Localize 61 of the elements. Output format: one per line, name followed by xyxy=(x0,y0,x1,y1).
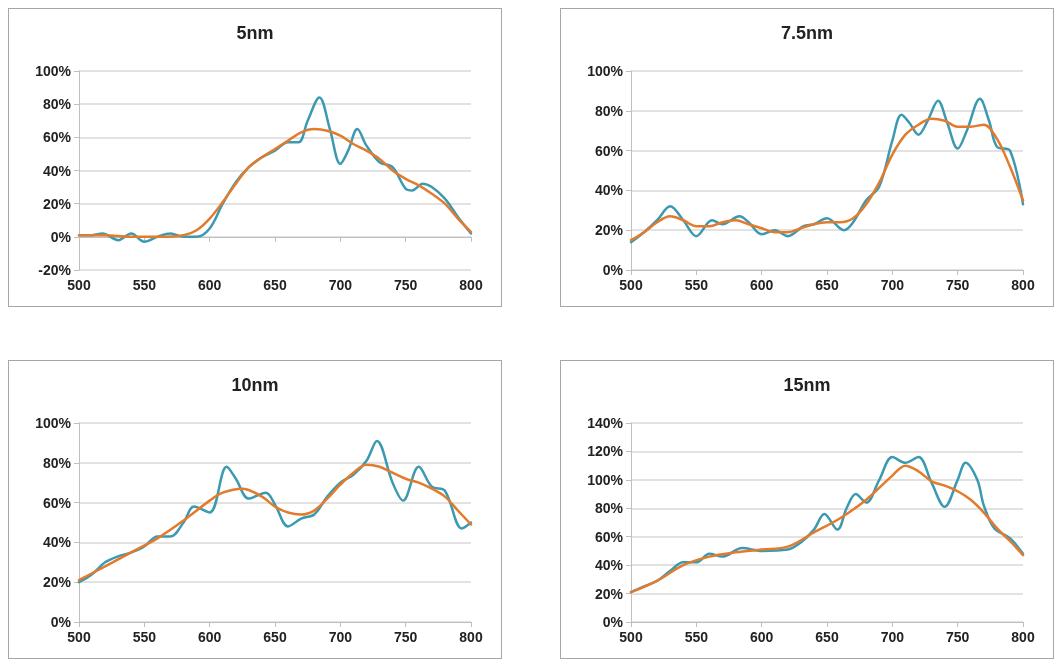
x-tick-label: 650 xyxy=(263,277,287,293)
y-tick-label: 60% xyxy=(42,494,72,511)
y-tick-label: 140% xyxy=(587,415,624,431)
y-tick-label: 100% xyxy=(35,415,72,431)
chart-title: 5nm xyxy=(236,23,274,43)
y-tick-label: 40% xyxy=(594,182,624,199)
x-tick-label: 700 xyxy=(880,629,905,645)
y-tick-label: -20% xyxy=(38,262,72,278)
x-tick-label: 650 xyxy=(815,629,839,645)
x-tick-label: 500 xyxy=(67,277,91,293)
x-tick-label: 500 xyxy=(67,629,91,645)
x-tick-label: 600 xyxy=(749,277,774,293)
y-tick-label: 0% xyxy=(602,614,624,630)
chart-title: 10nm xyxy=(231,375,279,395)
y-tick-label: 60% xyxy=(42,129,72,146)
y-tick-label: 0% xyxy=(50,614,72,630)
line-series xyxy=(77,463,473,582)
y-tick-label: 40% xyxy=(42,162,72,179)
y-tick-label: 120% xyxy=(587,443,624,460)
x-tick-label: 750 xyxy=(393,629,418,645)
x-tick-label: 550 xyxy=(132,629,157,645)
x-tick-label: 700 xyxy=(880,277,905,293)
y-tick-label: 40% xyxy=(42,534,72,551)
x-tick-label: 600 xyxy=(749,629,774,645)
x-tick-label: 550 xyxy=(684,277,709,293)
x-tick-label: 800 xyxy=(459,629,483,645)
y-tick-label: 60% xyxy=(594,528,624,545)
y-tick-label: 100% xyxy=(587,63,624,79)
y-tick-label: 20% xyxy=(42,574,72,591)
y-tick-label: 100% xyxy=(35,63,72,79)
y-tick-label: 80% xyxy=(42,96,72,113)
y-tick-label: 0% xyxy=(50,228,72,245)
x-tick-label: 750 xyxy=(393,277,418,293)
y-tick-label: 20% xyxy=(594,222,624,239)
x-tick-label: 500 xyxy=(619,629,643,645)
chart-title: 7.5nm xyxy=(780,23,834,43)
x-tick-label: 500 xyxy=(619,277,643,293)
y-tick-label: 80% xyxy=(594,500,624,517)
x-tick-label: 700 xyxy=(328,277,353,293)
y-tick-label: 40% xyxy=(594,557,624,574)
y-tick-label: 80% xyxy=(42,454,72,471)
x-tick-label: 600 xyxy=(197,277,222,293)
y-tick-label: 0% xyxy=(602,262,624,278)
x-tick-label: 550 xyxy=(684,629,709,645)
line-series xyxy=(77,127,473,239)
x-tick-label: 550 xyxy=(132,277,157,293)
x-tick-label: 600 xyxy=(197,629,222,645)
x-tick-label: 800 xyxy=(1011,277,1035,293)
x-tick-label: 750 xyxy=(945,277,970,293)
chart-title: 15nm xyxy=(783,375,831,395)
y-tick-label: 20% xyxy=(42,195,72,212)
x-tick-label: 650 xyxy=(815,277,839,293)
x-tick-label: 750 xyxy=(945,629,970,645)
y-tick-label: 100% xyxy=(587,471,624,488)
y-tick-label: 60% xyxy=(594,142,624,159)
x-tick-label: 800 xyxy=(1011,629,1035,645)
x-tick-label: 650 xyxy=(263,629,287,645)
x-tick-label: 700 xyxy=(328,629,353,645)
x-tick-label: 800 xyxy=(459,277,483,293)
y-tick-label: 20% xyxy=(594,585,624,602)
y-tick-label: 80% xyxy=(594,102,624,119)
